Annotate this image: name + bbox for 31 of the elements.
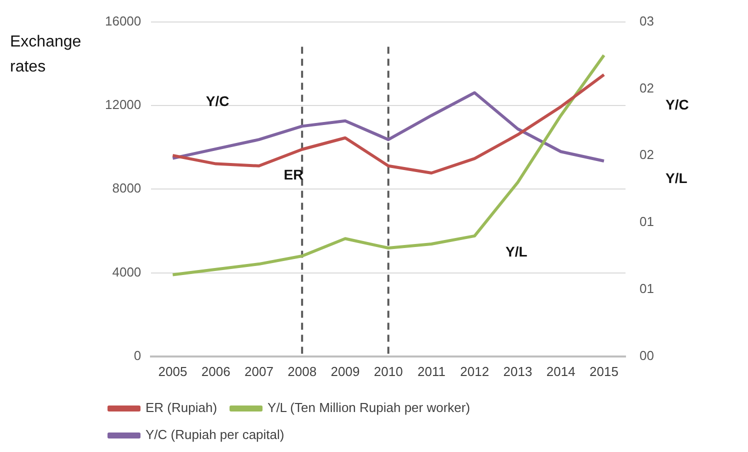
x-tick-label: 2007 bbox=[244, 364, 274, 379]
y-tick-label: 4000 bbox=[112, 264, 142, 280]
legend-label: Y/C (Rupiah per capital) bbox=[146, 427, 284, 442]
legend-label: Y/L (Ten Million Rupiah per worker) bbox=[268, 400, 470, 416]
x-tick-label: 2010 bbox=[374, 364, 403, 379]
x-tick-label: 2012 bbox=[460, 364, 490, 379]
annotation: Y/C bbox=[206, 92, 230, 109]
y2-tick-label: 02 bbox=[640, 80, 654, 96]
x-tick-label: 2011 bbox=[417, 364, 446, 379]
y-tick-label: 8000 bbox=[112, 180, 142, 196]
annotation: ER bbox=[284, 166, 304, 183]
y-axis-title: Exchange rates bbox=[10, 33, 82, 76]
annotation: Y/L bbox=[506, 244, 528, 260]
x-tick-label: 2006 bbox=[201, 364, 230, 379]
y2-tick-label: 00 bbox=[640, 348, 654, 363]
y2-tick-label: 01 bbox=[640, 281, 654, 296]
y2-tick-label: 02 bbox=[640, 147, 654, 162]
y2-tick-label: 03 bbox=[640, 13, 654, 28]
x-tick-label: 2013 bbox=[503, 364, 532, 379]
y2-tick-label: 01 bbox=[640, 214, 654, 230]
x-tick-label: 2008 bbox=[288, 364, 317, 379]
x-tick-label: 2015 bbox=[590, 364, 618, 379]
x-tick-label: 2009 bbox=[330, 364, 360, 379]
text: Y/C bbox=[666, 96, 689, 112]
y-tick-label: 16000 bbox=[104, 13, 142, 28]
text: Y/L bbox=[666, 170, 688, 186]
y-tick-label: 0 bbox=[134, 348, 142, 363]
legend-label: ER (Rupiah) bbox=[146, 400, 218, 416]
x-tick-label: 2014 bbox=[546, 364, 576, 379]
y-tick-label: 12000 bbox=[104, 97, 142, 112]
x-tick-label: 2005 bbox=[158, 364, 188, 379]
